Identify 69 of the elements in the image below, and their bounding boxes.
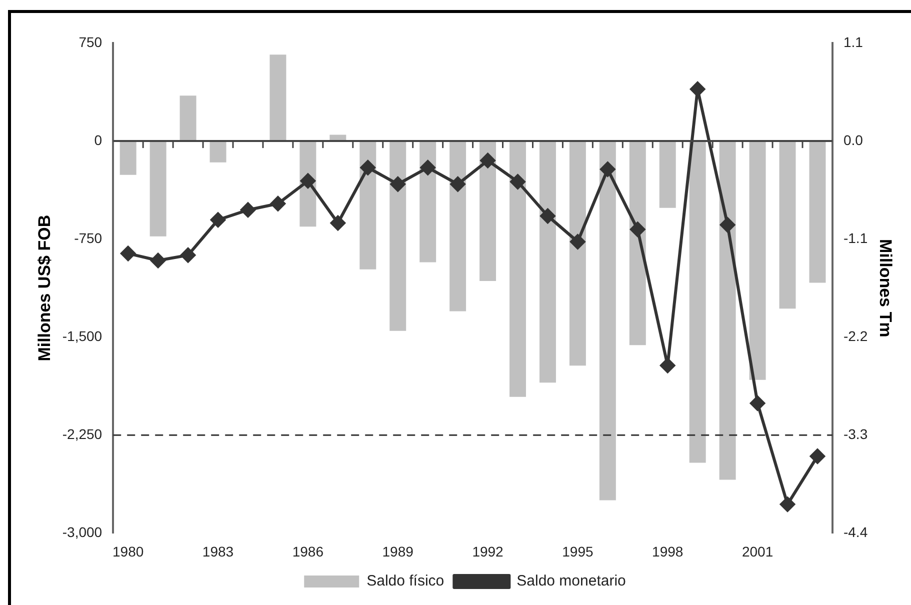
y2-axis-title: Millones Tm <box>876 238 896 338</box>
x-tick-label: 2001 <box>742 543 774 560</box>
bar <box>539 141 556 383</box>
y-tick-label: -750 <box>74 230 102 246</box>
y2-tick-label: -4.4 <box>843 524 868 540</box>
point <box>570 234 586 250</box>
bar <box>150 141 166 236</box>
bar <box>510 141 526 397</box>
point <box>780 496 796 512</box>
point <box>600 162 616 177</box>
point <box>450 176 466 192</box>
legend-label: Saldo físico <box>366 572 444 590</box>
bar <box>480 141 496 281</box>
point <box>750 396 766 411</box>
bar <box>749 141 766 380</box>
y-tick-label: -1,500 <box>62 328 102 344</box>
bar <box>390 141 406 331</box>
point <box>630 222 646 237</box>
point <box>480 153 496 168</box>
point <box>300 173 316 188</box>
point <box>420 160 436 176</box>
x-tick-label: 1992 <box>472 543 504 560</box>
x-tick-label: 1986 <box>292 543 324 560</box>
bar <box>629 141 646 346</box>
bar <box>270 54 286 142</box>
point <box>360 160 376 176</box>
point <box>690 82 706 97</box>
bar <box>659 141 676 208</box>
bar <box>599 141 616 500</box>
x-tick-label: 1995 <box>562 543 594 560</box>
y-tick-label: 0 <box>94 132 102 148</box>
x-tick-label: 1998 <box>652 543 684 560</box>
bar <box>809 141 826 283</box>
y-axis-title: Millones US$ FOB <box>34 214 54 362</box>
bar <box>779 141 796 309</box>
y-tick-label: -2,250 <box>62 426 102 442</box>
point <box>810 448 825 464</box>
bar <box>689 141 706 463</box>
y2-tick-label: 1.1 <box>843 34 864 50</box>
y-tick-label: -3,000 <box>62 524 102 540</box>
bar <box>450 141 466 312</box>
y2-tick-label: -1.1 <box>843 230 868 246</box>
bar <box>569 141 586 366</box>
point <box>330 216 346 230</box>
x-tick-label: 1980 <box>112 543 144 560</box>
x-tick-label: 1983 <box>202 543 234 560</box>
y2-tick-label: -3.3 <box>843 426 868 442</box>
bar <box>719 141 736 480</box>
point <box>120 246 136 261</box>
bar <box>180 96 196 142</box>
bar <box>360 141 376 270</box>
point <box>510 174 526 190</box>
point <box>540 208 556 224</box>
bar <box>210 141 226 162</box>
y-tick-label: 750 <box>78 34 102 50</box>
y2-tick-label: -2.2 <box>843 328 868 344</box>
y2-tick-label: 0.0 <box>843 132 864 148</box>
bar <box>120 141 136 175</box>
point <box>240 202 256 218</box>
x-tick-label: 1989 <box>382 543 414 560</box>
point <box>210 212 226 228</box>
bar <box>420 141 436 262</box>
point <box>660 358 676 373</box>
point <box>270 196 286 212</box>
point <box>180 248 196 263</box>
point <box>720 217 736 232</box>
point <box>150 253 166 268</box>
legend-label: Saldo monetario <box>516 572 626 590</box>
point <box>390 176 406 192</box>
